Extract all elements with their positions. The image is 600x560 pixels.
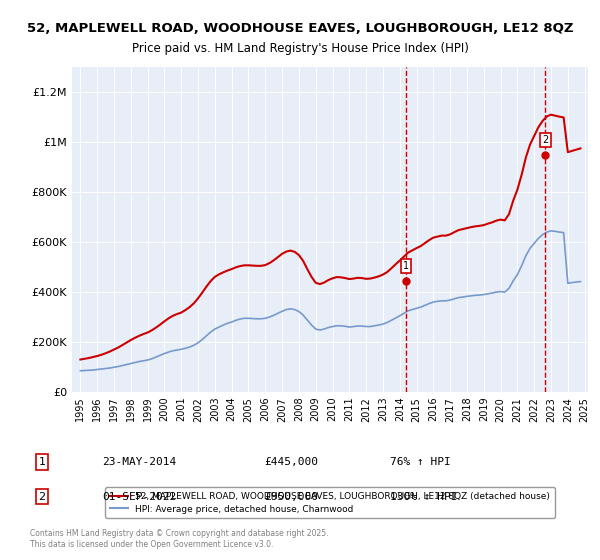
- Text: 1: 1: [403, 262, 409, 272]
- Text: Price paid vs. HM Land Registry's House Price Index (HPI): Price paid vs. HM Land Registry's House …: [131, 42, 469, 55]
- Text: 2: 2: [38, 492, 46, 502]
- Text: 2: 2: [542, 135, 548, 145]
- Text: £950,000: £950,000: [264, 492, 318, 502]
- Text: 76% ↑ HPI: 76% ↑ HPI: [390, 457, 451, 467]
- Text: 52, MAPLEWELL ROAD, WOODHOUSE EAVES, LOUGHBOROUGH, LE12 8QZ: 52, MAPLEWELL ROAD, WOODHOUSE EAVES, LOU…: [27, 22, 573, 35]
- Text: 130% ↑ HPI: 130% ↑ HPI: [390, 492, 458, 502]
- Text: 1: 1: [38, 457, 46, 467]
- Legend: 52, MAPLEWELL ROAD, WOODHOUSE EAVES, LOUGHBOROUGH, LE12 8QZ (detached house), HP: 52, MAPLEWELL ROAD, WOODHOUSE EAVES, LOU…: [106, 487, 554, 518]
- Text: Contains HM Land Registry data © Crown copyright and database right 2025.
This d: Contains HM Land Registry data © Crown c…: [30, 529, 329, 549]
- Text: 01-SEP-2022: 01-SEP-2022: [102, 492, 176, 502]
- Text: £445,000: £445,000: [264, 457, 318, 467]
- Text: 23-MAY-2014: 23-MAY-2014: [102, 457, 176, 467]
